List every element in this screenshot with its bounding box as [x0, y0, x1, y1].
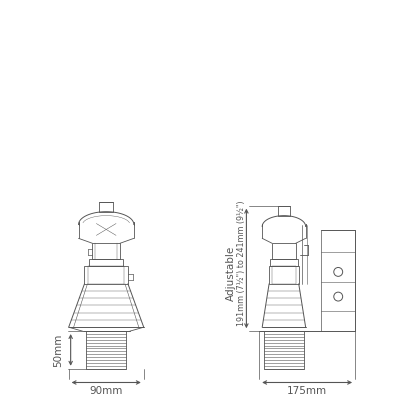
Bar: [92, 243, 120, 259]
Bar: [90, 259, 123, 266]
Bar: [278, 206, 290, 216]
Text: 191mm (7½") to 241mm (9½"): 191mm (7½") to 241mm (9½"): [237, 201, 246, 326]
Bar: [86, 331, 126, 369]
Bar: [264, 331, 304, 369]
Bar: [272, 266, 296, 284]
Bar: [99, 202, 113, 212]
Text: 175mm: 175mm: [287, 386, 327, 396]
Bar: [84, 266, 128, 284]
Bar: [269, 266, 299, 284]
Bar: [270, 259, 298, 266]
Bar: [272, 243, 296, 259]
Bar: [88, 266, 124, 284]
Text: Adjustable: Adjustable: [226, 246, 236, 301]
Text: 90mm: 90mm: [90, 386, 123, 396]
Text: 50mm: 50mm: [53, 333, 63, 366]
